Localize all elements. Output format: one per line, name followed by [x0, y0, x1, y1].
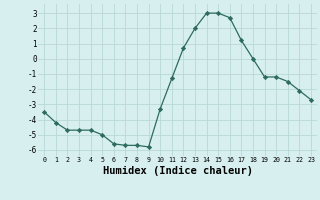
X-axis label: Humidex (Indice chaleur): Humidex (Indice chaleur)	[103, 166, 252, 176]
